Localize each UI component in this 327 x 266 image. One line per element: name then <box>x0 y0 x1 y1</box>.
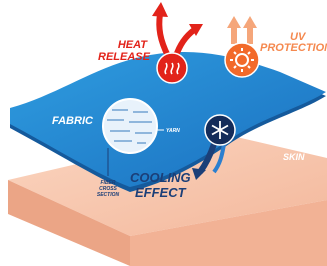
cooling-label: EFFECT <box>135 185 187 200</box>
diagram: SKIN FABRIC YARN FIBER CROSS SECTION HEA… <box>0 0 327 266</box>
heat-label: HEAT <box>118 39 148 51</box>
fiber-label: SECTION <box>97 192 120 198</box>
uv-arrowhead <box>243 16 257 28</box>
uv-arrowhead <box>227 16 241 28</box>
cooling-label: COOLING <box>130 170 191 185</box>
uv-label: PROTECTION <box>260 42 327 54</box>
heat-label: RELEASE <box>98 51 151 63</box>
heat-arrowhead <box>152 2 168 17</box>
uv-arrows <box>234 26 250 44</box>
fiber-circle <box>103 99 157 153</box>
heat-arrows <box>159 14 194 56</box>
yarn-label: YARN <box>166 128 180 134</box>
skin-label: SKIN <box>283 152 305 162</box>
fabric-label: FABRIC <box>52 115 94 127</box>
